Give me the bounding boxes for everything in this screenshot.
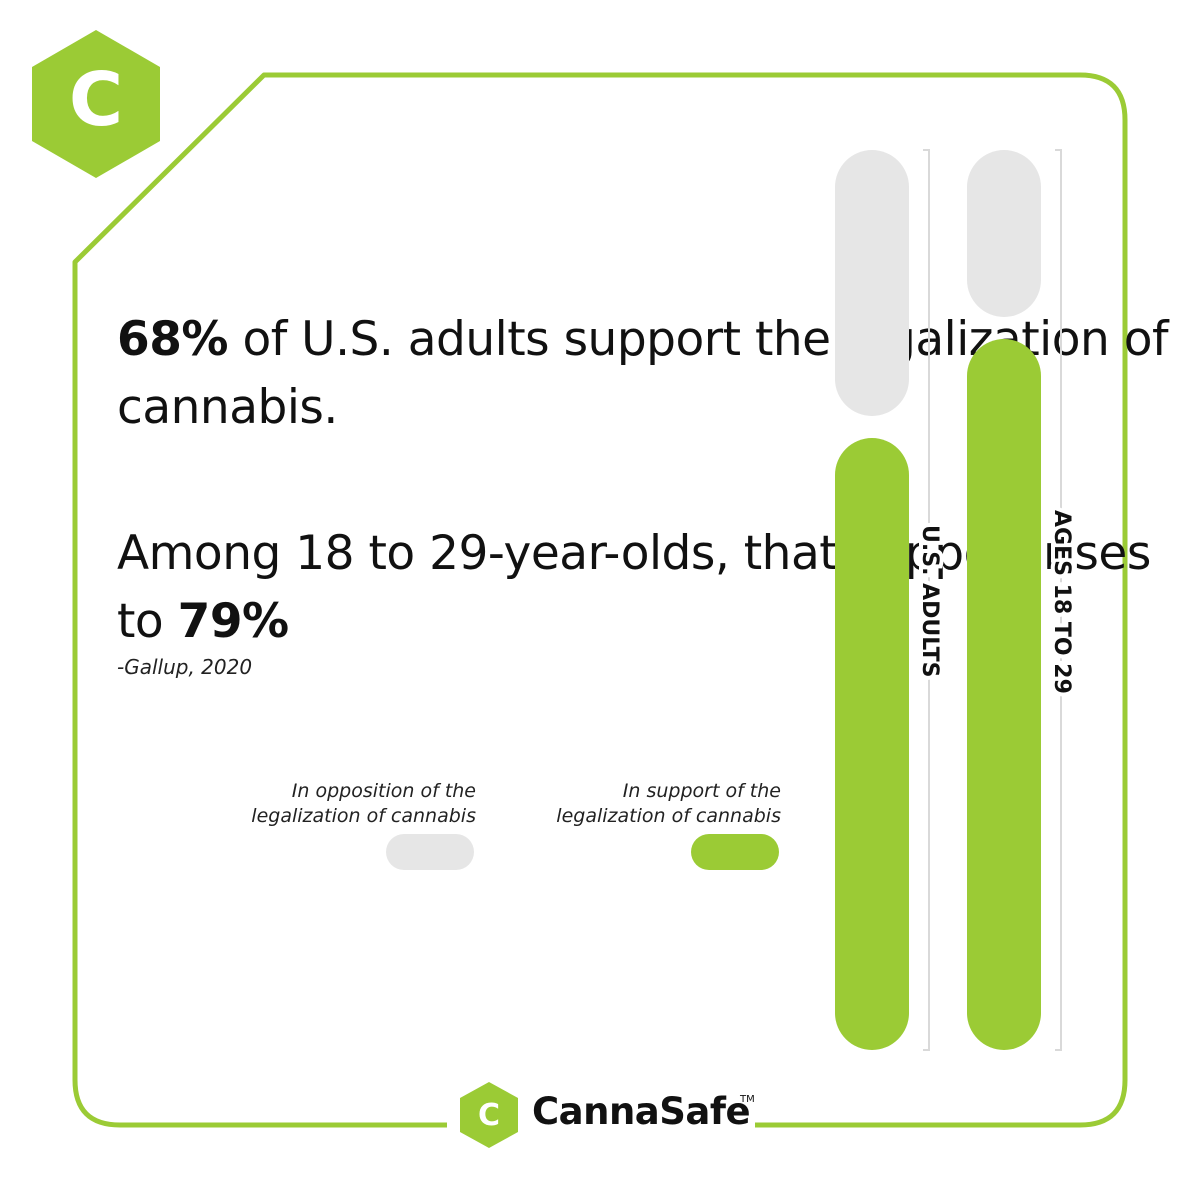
legend-support-line1: In support of the — [622, 780, 781, 802]
brand-hexagon-icon: C — [460, 1082, 518, 1148]
brand-logo-letter: C — [478, 1098, 500, 1133]
bracket-u-s-adults — [923, 149, 930, 1051]
headline-adults: 68% of U.S. adults support the legalizat… — [117, 306, 1200, 442]
headline-adults-stat: 68% — [117, 312, 229, 367]
legend-support-line2: legalization of cannabis — [556, 805, 781, 827]
legend-swatch-support — [691, 834, 779, 870]
legend-label-support: In support of the legalization of cannab… — [451, 779, 781, 829]
bar-support-u-s-adults — [835, 438, 909, 1050]
category-label-u-s-adults: U.S. ADULTS — [917, 525, 942, 677]
legend-opposition-line1: In opposition of the — [291, 780, 476, 802]
category-label-ages-18-to-29: AGES 18 TO 29 — [1049, 510, 1074, 694]
bracket-ages-18-to-29 — [1055, 149, 1062, 1051]
bar-support-ages-18-to-29 — [967, 339, 1041, 1050]
headline-young-stat: 79% — [177, 594, 290, 649]
legend-opposition-line2: legalization of cannabis — [251, 805, 476, 827]
bar-opposition-ages-18-to-29 — [967, 150, 1041, 317]
legend-label-opposition: In opposition of the legalization of can… — [146, 779, 476, 829]
logo-hexagon-icon: C — [32, 30, 160, 178]
legend-swatch-opposition — [386, 834, 474, 870]
brand-trademark: TM — [740, 1094, 755, 1105]
brand-name: CannaSafe — [532, 1090, 751, 1133]
source-citation: -Gallup, 2020 — [117, 655, 253, 679]
logo-letter: C — [69, 57, 123, 143]
bar-opposition-u-s-adults — [835, 150, 909, 416]
